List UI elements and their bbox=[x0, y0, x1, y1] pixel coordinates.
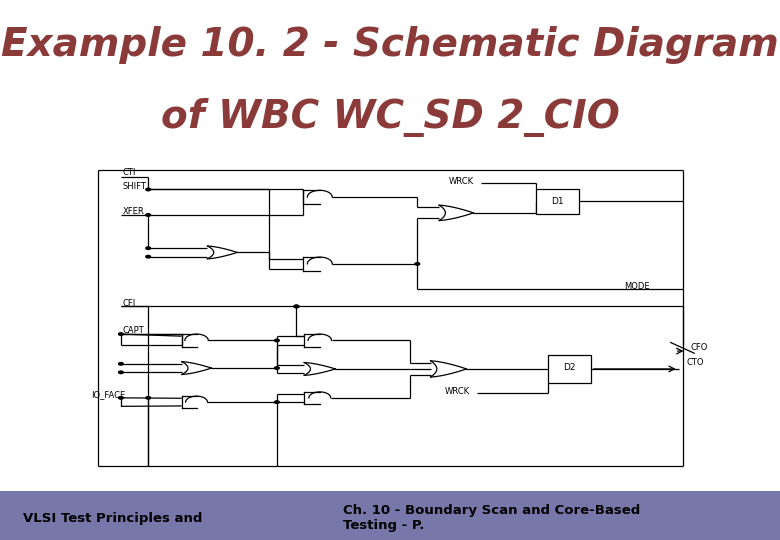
Text: XFER: XFER bbox=[122, 207, 144, 216]
Circle shape bbox=[146, 214, 151, 216]
Circle shape bbox=[275, 367, 279, 369]
Circle shape bbox=[275, 401, 279, 403]
Circle shape bbox=[146, 255, 151, 258]
Circle shape bbox=[119, 362, 123, 365]
Text: Ch. 10 - Boundary Scan and Core-Based
Testing - P.: Ch. 10 - Boundary Scan and Core-Based Te… bbox=[343, 504, 640, 532]
Text: CFO: CFO bbox=[690, 343, 707, 352]
Text: D1: D1 bbox=[551, 197, 564, 206]
Circle shape bbox=[294, 305, 299, 308]
Text: SHIFT: SHIFT bbox=[122, 181, 147, 191]
Text: CTI: CTI bbox=[122, 168, 136, 177]
Text: CTO: CTO bbox=[686, 358, 704, 367]
Text: WRCK: WRCK bbox=[445, 387, 470, 396]
Text: MODE: MODE bbox=[624, 281, 650, 291]
Text: Example 10. 2 - Schematic Diagram: Example 10. 2 - Schematic Diagram bbox=[1, 26, 779, 64]
Text: WRCK: WRCK bbox=[448, 177, 473, 186]
Text: D2: D2 bbox=[563, 363, 576, 372]
Circle shape bbox=[294, 305, 299, 308]
Circle shape bbox=[275, 339, 279, 342]
Circle shape bbox=[146, 188, 151, 191]
Circle shape bbox=[415, 262, 420, 265]
Bar bbox=[548, 355, 590, 383]
Circle shape bbox=[119, 396, 123, 399]
Text: CFI: CFI bbox=[122, 299, 136, 307]
Circle shape bbox=[146, 247, 151, 249]
Circle shape bbox=[119, 333, 123, 335]
Bar bbox=[537, 188, 579, 214]
Text: VLSI Test Principles and: VLSI Test Principles and bbox=[23, 511, 203, 525]
Text: IO_FACE: IO_FACE bbox=[91, 390, 126, 399]
Text: of WBC WC_SD 2_CIO: of WBC WC_SD 2_CIO bbox=[161, 98, 619, 138]
Circle shape bbox=[146, 396, 151, 399]
Text: CAPT: CAPT bbox=[122, 326, 144, 335]
Circle shape bbox=[119, 371, 123, 374]
